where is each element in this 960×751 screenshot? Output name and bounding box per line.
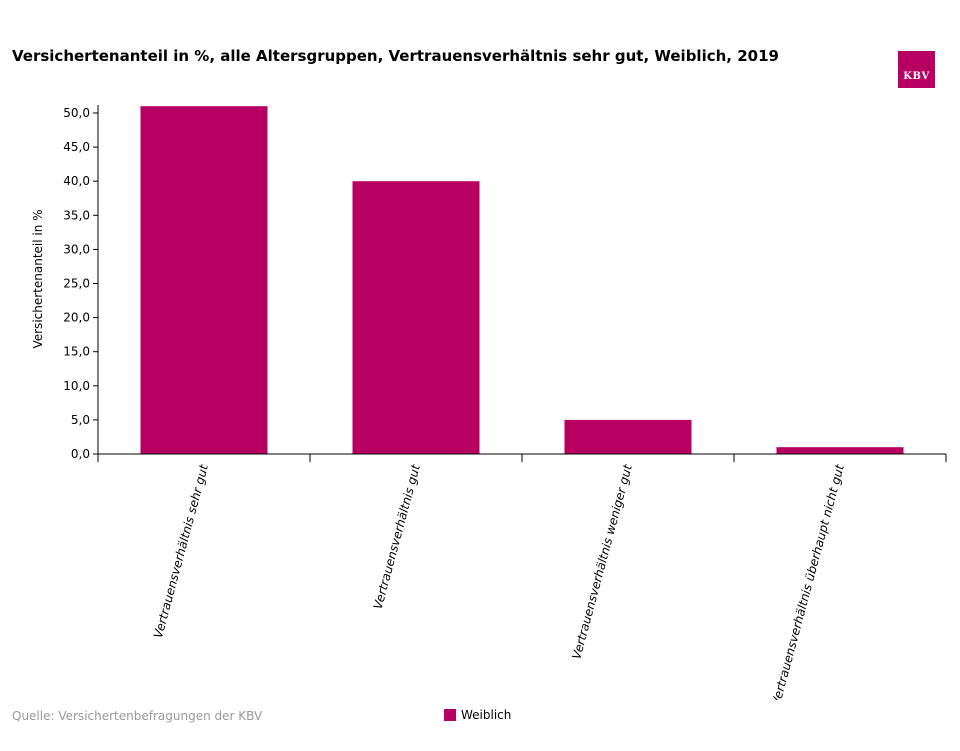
y-tick-label: 5,0 [71, 413, 90, 427]
y-tick-label: 35,0 [63, 208, 90, 222]
x-tick-label: Vertrauensverhältnis überhaupt nicht gut [769, 462, 847, 700]
y-tick-label: 50,0 [63, 106, 90, 120]
bar-chart: Versichertenanteil in % 0,0 5,0 10,0 15,0 20… [31, 105, 947, 700]
bar-1 [140, 106, 268, 455]
y-tick-label: 15,0 [63, 345, 90, 359]
y-tick-label: 45,0 [63, 140, 90, 154]
legend: Weiblich [444, 708, 511, 722]
x-tick-label: Vertrauensverhältnis weniger gut [569, 462, 635, 661]
chart-title: Versichertenanteil in %, alle Altersgrup… [12, 47, 779, 65]
bar-3 [564, 419, 692, 454]
x-tick-label: Vertrauensverhältnis gut [371, 462, 423, 611]
legend-swatch-weiblich [444, 709, 456, 721]
y-tick-label: 10,0 [63, 379, 90, 393]
source-note: Quelle: Versichertenbefragungen der KBV [12, 709, 263, 723]
y-tick-label: 25,0 [63, 277, 90, 291]
y-tick-label: 40,0 [63, 174, 90, 188]
kbv-logo: KBV [898, 51, 935, 88]
y-tick-label: 20,0 [63, 311, 90, 325]
y-axis-label: Versichertenanteil in % [31, 209, 45, 348]
y-tick-label: 0,0 [71, 447, 90, 461]
bar-2 [352, 181, 480, 454]
y-tick-label: 30,0 [63, 242, 90, 256]
x-tick-label: Vertrauensverhältnis sehr gut [151, 462, 211, 640]
bar-4 [776, 447, 904, 454]
legend-label-weiblich: Weiblich [461, 708, 512, 722]
